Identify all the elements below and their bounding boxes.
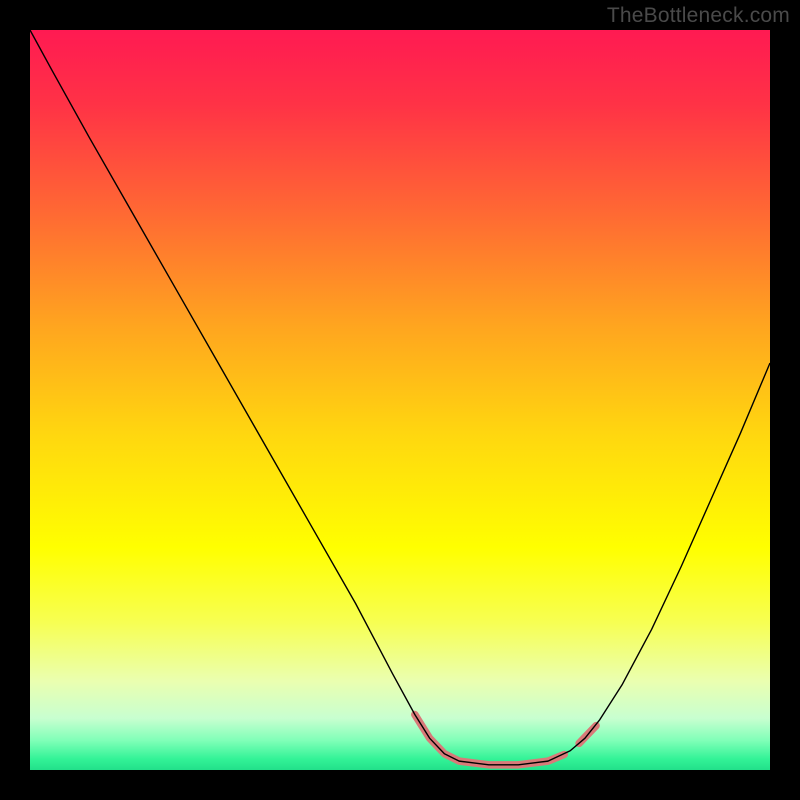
chart-svg xyxy=(30,30,770,770)
watermark-text: TheBottleneck.com xyxy=(607,4,790,28)
gradient-background xyxy=(30,30,770,770)
plot-area xyxy=(30,30,770,770)
chart-frame: TheBottleneck.com xyxy=(0,0,800,800)
